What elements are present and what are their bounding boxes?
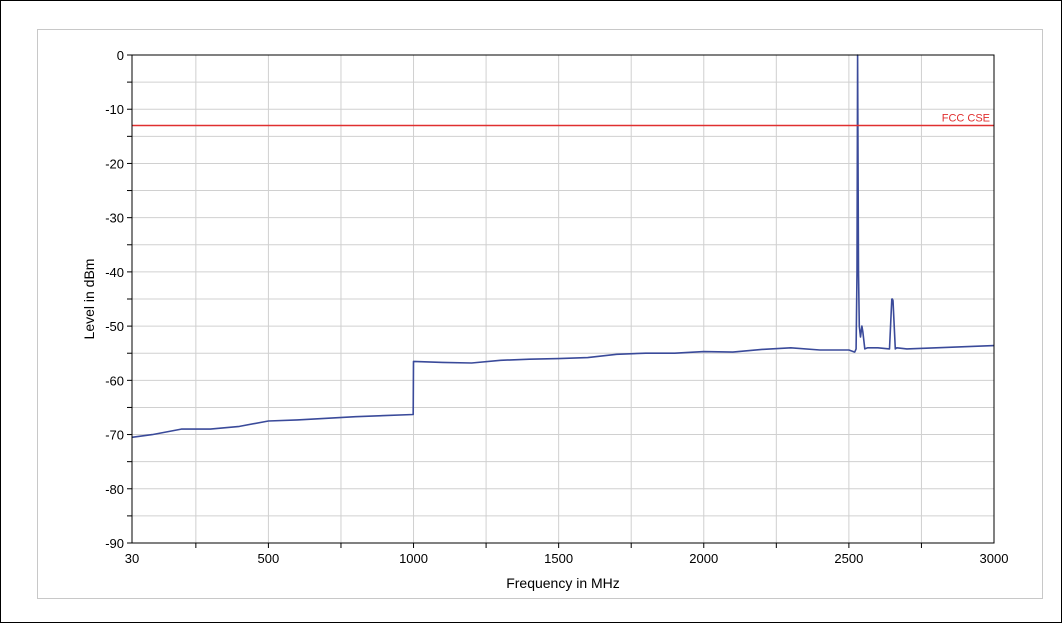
- plot-border: [131, 54, 995, 544]
- minor-ticks: [127, 54, 922, 548]
- x-tick-label: 1000: [399, 551, 428, 566]
- y-tick-label: -70: [105, 428, 124, 443]
- x-tick-label: 500: [258, 551, 280, 566]
- chart-panel: 0 -10 -20 -30 -40 -50 -60 -70 -80 -90 30 500 1000 15…: [37, 29, 1043, 599]
- x-axis-label: Frequency in MHz: [506, 575, 620, 591]
- x-tick-label: 1500: [544, 551, 573, 566]
- fcc-limit-label: FCC CSE: [942, 112, 990, 124]
- y-tick-label: -80: [105, 482, 124, 497]
- spectrum-chart: 0 -10 -20 -30 -40 -50 -60 -70 -80 -90 30 500 1000 15…: [81, 48, 1009, 591]
- y-tick-label: -10: [105, 102, 124, 117]
- x-tick-labels: 30 500 1000 1500 2000 2500 3000: [125, 551, 1009, 566]
- y-tick-label: -90: [105, 536, 124, 551]
- y-tick-label: -40: [105, 265, 124, 280]
- y-tick-label: -20: [105, 156, 124, 171]
- x-tick-label: 2000: [689, 551, 718, 566]
- y-tick-labels: 0 -10 -20 -30 -40 -50 -60 -70 -80 -90: [105, 48, 124, 551]
- series-layer: [131, 54, 995, 439]
- x-tick-label: 3000: [980, 551, 1009, 566]
- y-tick-label: 0: [117, 48, 124, 63]
- x-tick-label: 30: [125, 551, 139, 566]
- y-tick-label: -50: [105, 319, 124, 334]
- limit-layer: FCC CSE: [132, 112, 994, 127]
- grid: [132, 54, 994, 544]
- y-tick-label: -60: [105, 373, 124, 388]
- series-line: [131, 54, 995, 439]
- x-tick-label: 2500: [834, 551, 863, 566]
- y-axis-label: Level in dBm: [81, 259, 97, 340]
- y-tick-label: -30: [105, 211, 124, 226]
